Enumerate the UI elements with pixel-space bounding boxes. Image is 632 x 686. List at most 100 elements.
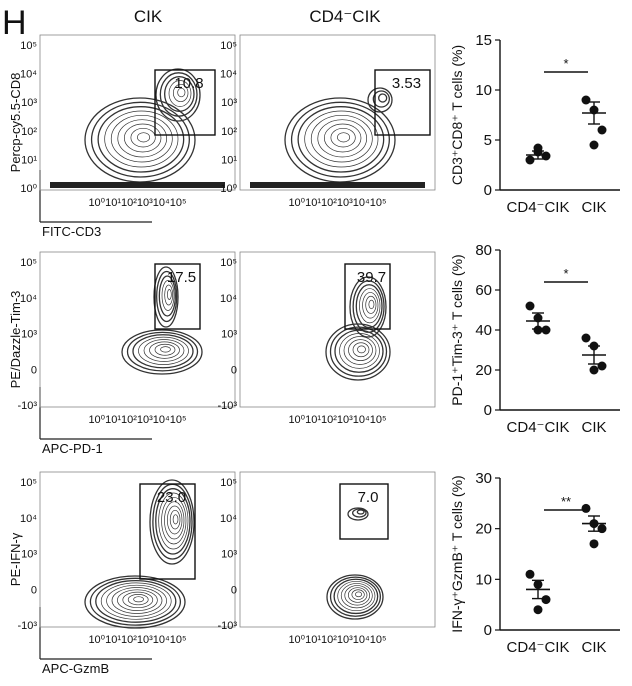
flow-plot: 10⁵ 10⁴ 10³ 0 -10³ 10⁰10¹10²10³10⁴10⁵ 23.0 [17, 471, 236, 646]
contour-line [337, 132, 351, 143]
flow-plot-frame [239, 471, 436, 628]
chart-ytick-label: 80 [475, 242, 492, 259]
contour-line [123, 123, 162, 153]
contour-line [339, 333, 380, 369]
flow-ytick-label: -10³ [17, 620, 37, 632]
contour-line [359, 288, 381, 324]
chart-ytick-label: 20 [475, 521, 492, 538]
contour-line [378, 93, 388, 103]
contour-line [297, 106, 385, 173]
contour-line [137, 132, 151, 143]
contour-line [323, 123, 362, 153]
significance-marker: * [563, 266, 568, 281]
flow-ytick-label: 10⁵ [220, 477, 237, 489]
flow-ytick-label: -10³ [217, 400, 237, 412]
contour-line [347, 507, 369, 521]
flow-ytick-label: 0 [31, 364, 37, 376]
flow-ytick-label: 10⁵ [220, 257, 237, 269]
data-point [589, 539, 599, 549]
contour-line [84, 97, 196, 183]
chart-ytick-label: 20 [475, 362, 492, 379]
contour-line [149, 341, 180, 359]
gate-box [154, 263, 201, 330]
flow-ytick-label: 10⁵ [20, 257, 37, 269]
contour-line [356, 509, 365, 515]
data-point [533, 143, 543, 153]
flow-ytick-label: 10³ [21, 549, 37, 561]
contour-line [164, 501, 185, 540]
chart-category-label: CIK [581, 419, 606, 436]
data-point [541, 325, 551, 335]
contour-line [133, 596, 144, 603]
contour-line [132, 334, 194, 369]
contour-line [164, 284, 174, 306]
contour-line [365, 295, 377, 314]
flow-cytometry-plots: Percp-cy5.5-CD8FITC-CD310⁵10⁴10³10²10¹10… [8, 34, 436, 676]
contour-line [330, 127, 356, 148]
gate-box [344, 263, 391, 330]
gate-percentage: 7.0 [358, 489, 379, 506]
flow-ytick-label: 0 [231, 584, 237, 596]
flow-ytick-label: 10⁵ [220, 40, 237, 52]
flow-xtick-label: 10⁰10¹10²10³10⁴10⁵ [288, 197, 386, 209]
flow-ytick-label: 10³ [221, 329, 237, 341]
flow-ylabel: Percp-cy5.5-CD8 [8, 73, 23, 173]
contour-line [100, 582, 172, 620]
flow-ytick-label: 10⁵ [20, 477, 37, 489]
dot-plot: 0 20 40 60 80 PD-1⁺Tim-3⁺ T cells (%) CD4⁻CIK C… [449, 242, 620, 436]
chart-ytick-label: 0 [484, 622, 492, 639]
flow-ytick-label: 0 [31, 584, 37, 596]
contour-line [343, 336, 377, 365]
contour-line [84, 575, 186, 629]
flow-ytick-label: -10³ [217, 620, 237, 632]
contour-line [153, 266, 179, 328]
flow-xtick-label: 10⁰10¹10²10³10⁴10⁵ [288, 634, 386, 646]
contour-line [317, 119, 368, 158]
contour-line [351, 589, 365, 600]
contour-line [349, 276, 387, 338]
flow-ytick-label: 10³ [21, 329, 37, 341]
data-point [525, 155, 535, 165]
chart-category-label: CIK [581, 639, 606, 656]
chart-ytick-label: 5 [484, 132, 492, 149]
contour-line [117, 589, 158, 611]
contour-line [130, 127, 156, 148]
chart-ylabel: IFN-γ⁺GzmB⁺ T cells (%) [449, 475, 465, 632]
contour-line [169, 509, 181, 530]
flow-plot: 10⁵ 10⁴ 10³ 0 -10³ 10⁰10¹10²10³10⁴10⁵ 17.5 [17, 251, 236, 426]
contour-line [310, 114, 373, 163]
gate-percentage: 17.5 [167, 269, 196, 286]
chart-category-label: CD4⁻CIK [507, 419, 570, 436]
chart-ylabel: PD-1⁺Tim-3⁺ T cells (%) [449, 254, 465, 405]
chart-ytick-label: 10 [475, 82, 492, 99]
gate-box [374, 69, 431, 136]
contour-line [290, 101, 390, 178]
contour-line [158, 492, 189, 550]
flow-ytick-label: 10² [21, 126, 37, 138]
contour-line [172, 514, 179, 525]
flow-ytick-label: 10³ [21, 97, 37, 109]
flow-plot: 10⁵ 10⁴ 10³ 10² 10¹ 10⁰ 10⁰10¹10²10³10⁴10⁵ 3.53 [220, 34, 436, 209]
flow-ylabel: PE-IFN-γ [8, 532, 23, 586]
contour-line [149, 479, 195, 565]
flow-xlabel: APC-GzmB [42, 661, 109, 676]
contour-line [352, 342, 370, 358]
contour-line [168, 80, 192, 107]
contour-line [104, 110, 179, 168]
chart-category-label: CIK [581, 199, 606, 216]
flow-ytick-label: 10³ [221, 97, 237, 109]
contour-line [172, 83, 189, 103]
contour-line [155, 68, 201, 122]
chart-ytick-label: 0 [484, 182, 492, 199]
data-point [581, 503, 591, 513]
contour-line [111, 587, 163, 614]
flow-ylabel: PE/Dazzle-Tim-3 [8, 291, 23, 389]
contour-line [159, 72, 198, 117]
flow-ytick-label: 10⁴ [220, 69, 237, 81]
gate-box [139, 483, 196, 580]
flow-xtick-label: 10⁰10¹10²10³10⁴10⁵ [88, 414, 186, 426]
contour-line [326, 574, 384, 620]
flow-plot-frame [39, 251, 236, 408]
